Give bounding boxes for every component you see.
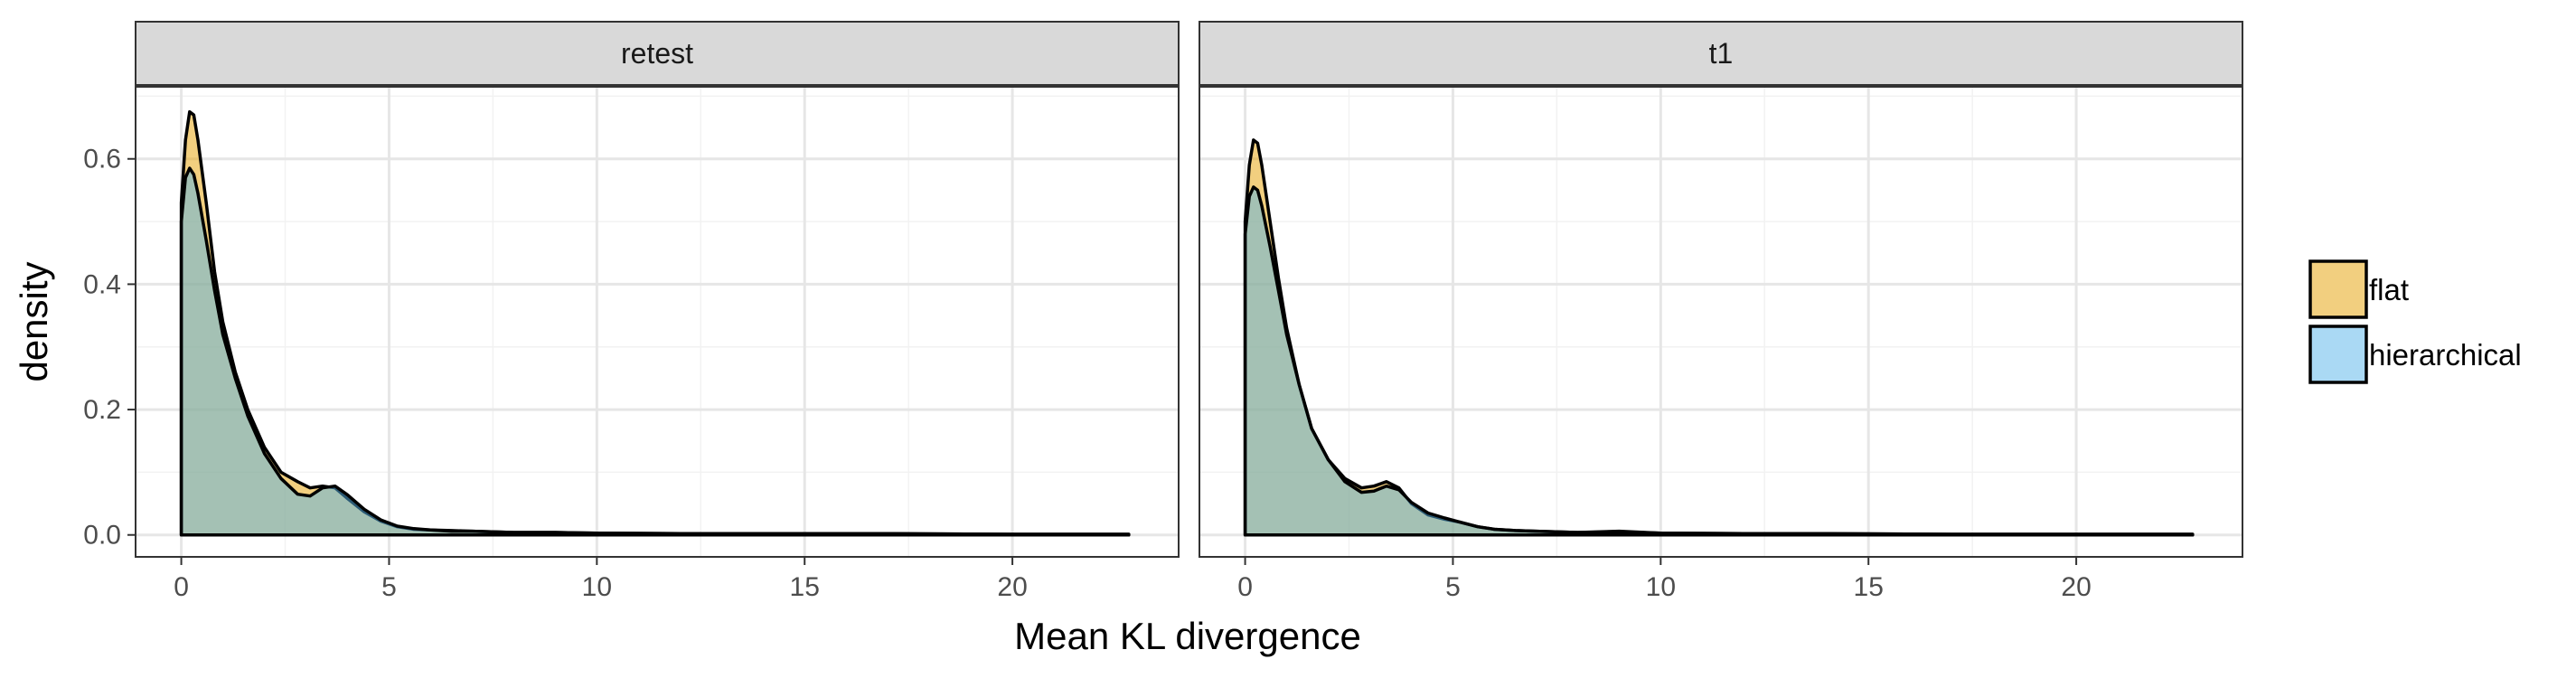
legend: flat hierarchical (2308, 259, 2522, 384)
x-tick-label: 15 (1854, 572, 1884, 602)
x-tick-label: 0 (174, 572, 189, 602)
panel-border (1199, 86, 2243, 558)
facet-panels: retest 0 5 10 15 20 t1 0 5 10 15 20 (135, 21, 2243, 602)
y-tick-label: 0.2 (83, 395, 121, 425)
legend-label: flat (2369, 273, 2409, 306)
y-axis: 0.0 0.2 0.4 0.6 (83, 145, 136, 551)
panel-background (136, 87, 1179, 557)
legend-key-flat (2308, 259, 2368, 319)
x-tick-label: 10 (1646, 572, 1676, 602)
x-axis-title: Mean KL divergence (1014, 615, 1361, 657)
y-tick-label: 0.0 (83, 521, 121, 551)
facet-strip-label: t1 (1709, 37, 1734, 70)
x-tick-label: 15 (790, 572, 820, 602)
x-tick-label: 5 (1445, 572, 1461, 602)
legend-key-hierarchical (2308, 325, 2368, 384)
density-area-hierarchical (1243, 185, 2195, 537)
y-axis-title: density (13, 261, 55, 381)
panel-background (1199, 87, 2242, 557)
legend-item-flat: flat (2308, 259, 2409, 319)
facet-strip (135, 21, 1180, 86)
x-tick-label: 10 (582, 572, 612, 602)
density-area-hierarchical (179, 166, 1131, 537)
legend-item-hierarchical: hierarchical (2308, 325, 2522, 384)
panel-border (135, 86, 1180, 558)
x-tick-label: 5 (381, 572, 397, 602)
x-tick-label: 0 (1237, 572, 1253, 602)
facet-strip (1199, 21, 2243, 86)
x-tick-label: 20 (997, 572, 1027, 602)
y-tick-label: 0.6 (83, 145, 121, 174)
legend-label: hierarchical (2369, 338, 2522, 372)
x-tick-label: 20 (2061, 572, 2091, 602)
facet-panel-t1: t1 0 5 10 15 20 (1199, 21, 2243, 602)
facet-strip-label: retest (621, 37, 693, 70)
facet-panel-retest: retest 0 5 10 15 20 (135, 21, 1180, 602)
y-tick-label: 0.4 (83, 269, 121, 299)
